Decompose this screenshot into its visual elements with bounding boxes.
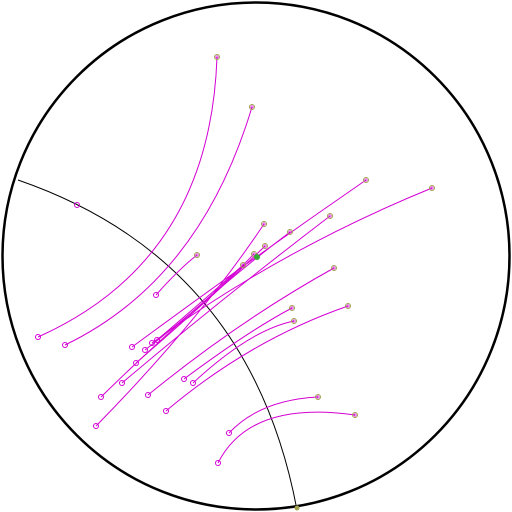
track-start-marker (163, 408, 169, 414)
track-start-marker (145, 392, 151, 398)
arc-marker (74, 202, 80, 208)
track-end-inner-marker (332, 266, 336, 270)
track-end-inner-marker (263, 244, 267, 248)
track-end-marker (287, 229, 293, 235)
track-end-inner-marker (288, 230, 292, 234)
track-end-inner-marker (215, 55, 219, 59)
track-curve (228, 396, 319, 434)
track-end-inner-marker (241, 263, 245, 267)
track-start-marker (149, 340, 155, 346)
track-start-marker (98, 394, 104, 400)
track-end-marker (289, 305, 295, 311)
track-start-marker (129, 344, 135, 350)
track-end-inner-marker (364, 178, 368, 182)
track-curve (37, 56, 218, 338)
track-end-marker (214, 54, 220, 60)
track-start-marker (181, 376, 187, 382)
track-end-marker (352, 412, 358, 418)
track-end-inner-marker (262, 222, 266, 226)
track-start-marker (133, 360, 139, 366)
track-end-marker (345, 303, 351, 309)
arc-end-marker (294, 505, 300, 511)
track-end-marker (291, 318, 297, 324)
track-start-marker (190, 380, 196, 386)
track-end-inner-marker (195, 253, 199, 257)
track-end-marker (331, 265, 337, 271)
track-end-inner-marker (250, 105, 254, 109)
track-start-marker (154, 337, 160, 343)
track-curve (217, 411, 356, 464)
track-end-marker (363, 177, 369, 183)
track-end-marker (194, 252, 200, 258)
marker-group (35, 54, 435, 511)
track-curve (192, 320, 295, 384)
track-end-marker (327, 213, 333, 219)
track-curve (156, 264, 244, 341)
track-curve (183, 307, 293, 380)
track-start-marker (215, 460, 221, 466)
track-start-marker (35, 334, 41, 340)
track-curve (95, 223, 265, 427)
track-curve (147, 267, 335, 396)
track-start-marker (142, 347, 148, 353)
track-start-marker (62, 342, 68, 348)
track-end-marker (429, 185, 435, 191)
track-curve (131, 179, 367, 348)
track-curve (155, 254, 198, 296)
track-curve (165, 305, 349, 412)
track-start-marker (153, 292, 159, 298)
track-curve (121, 215, 331, 384)
track-end-inner-marker (290, 306, 294, 310)
track-end-inner-marker (346, 304, 350, 308)
track-end-marker (261, 221, 267, 227)
track-end-marker (240, 262, 246, 268)
track-end-marker (249, 104, 255, 110)
track-start-marker (226, 430, 232, 436)
track-end-marker (251, 251, 257, 257)
track-end-inner-marker (353, 413, 357, 417)
track-end-marker (315, 394, 321, 400)
track-curve (144, 253, 255, 351)
track-end-inner-marker (316, 395, 320, 399)
track-end-inner-marker (430, 186, 434, 190)
green-dot-icon (254, 254, 260, 260)
track-start-marker (119, 380, 125, 386)
track-end-inner-marker (292, 319, 296, 323)
track-end-inner-marker (328, 214, 332, 218)
track-group (37, 56, 433, 464)
track-end-inner-marker (252, 252, 256, 256)
track-start-marker (93, 423, 99, 429)
track-end-marker (262, 243, 268, 249)
track-curve (64, 106, 253, 346)
